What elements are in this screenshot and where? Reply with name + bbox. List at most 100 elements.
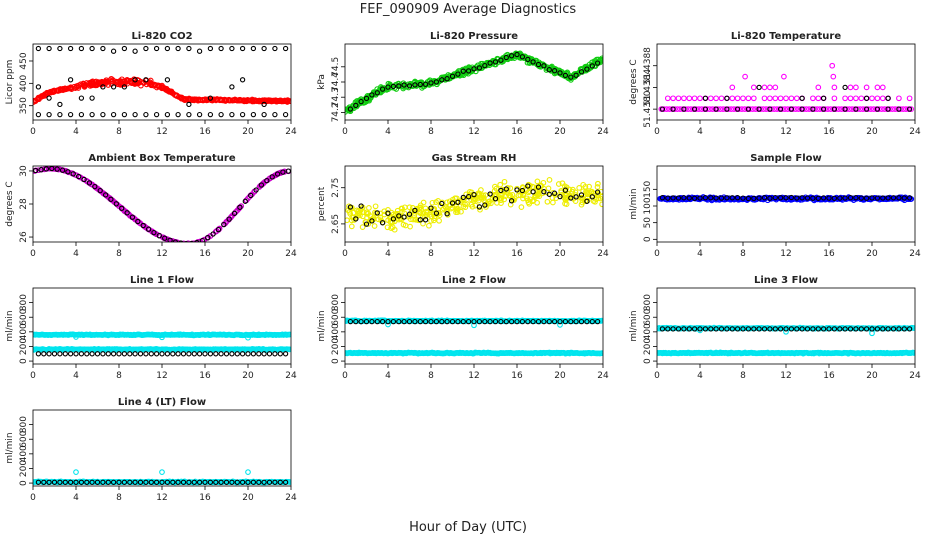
data-point [444,208,450,215]
data-point [594,189,601,195]
data-point [853,95,859,102]
data-point [62,479,68,485]
data-point [847,195,854,201]
data-point [422,81,429,87]
panel-title: Li-820 Temperature [731,31,841,42]
data-point [514,51,520,58]
data-point [880,195,886,201]
data-point [777,95,784,102]
data-point [369,92,375,98]
data-point [708,195,714,201]
data-point [729,95,736,102]
data-point [557,318,563,325]
data-point [874,95,881,102]
data-point [113,201,119,207]
data-point [485,199,492,205]
data-point [691,95,698,102]
data-point [186,45,192,52]
data-point [842,84,848,91]
data-point [270,97,277,104]
data-point [772,84,779,91]
panel-title: Gas Stream RH [432,153,517,164]
y-axis-label: kPa [317,74,327,90]
data-point [377,214,384,221]
data-point [465,194,472,200]
data-point [119,76,125,83]
x-tick-label: 0 [30,127,36,137]
x-tick-label: 24 [909,127,921,137]
data-point [412,82,418,88]
data-point [54,166,60,172]
data-point [384,224,391,231]
data-point [849,106,855,112]
data-point [822,106,829,112]
data-point [78,111,85,118]
data-point [476,191,482,198]
data-point [501,178,508,185]
data-point [159,351,165,357]
y-tick-label: 50 [643,217,653,229]
data-point [280,169,286,175]
data-point [573,318,579,325]
data-point [670,95,676,102]
data-point [121,45,128,52]
data-point [865,106,872,112]
data-point [84,479,90,485]
data-point [89,111,95,118]
data-point [239,479,246,485]
data-point [94,479,101,485]
data-point [562,187,569,193]
data-point [579,194,585,201]
points [33,331,291,357]
x-tick-label: 16 [199,127,211,137]
data-point [407,223,413,230]
data-point [143,77,149,83]
data-point [210,231,216,237]
data-point [885,106,891,112]
panel-title: Li-820 Pressure [430,31,518,42]
data-point [372,203,379,210]
data-point [417,79,424,86]
panel-line2: Line 2 Flow ml/min 0 4 8 12 16 20 24 0 20040060080… [317,275,609,381]
data-point [261,479,267,485]
figure-x-axis-label: Hour of Day (UTC) [409,520,527,535]
data-point [417,204,424,211]
data-point [514,187,520,193]
data-point [879,84,886,91]
data-point [180,479,187,485]
data-point [358,318,364,325]
data-point [269,174,275,180]
data-point [842,326,848,332]
data-point [363,95,370,102]
data-point [417,210,424,216]
y-tick-label: 400 [19,74,29,91]
data-point [724,326,730,332]
data-point [46,111,52,118]
data-point [229,84,235,90]
data-point [162,235,168,241]
data-point [698,106,705,112]
data-point [793,95,800,102]
data-point [756,106,762,112]
data-point [546,177,553,183]
data-point [128,78,134,85]
x-tick-label: 8 [116,493,122,503]
data-point [750,84,757,91]
data-point [132,48,138,54]
data-point [767,106,773,112]
data-point [874,106,881,112]
data-point [767,84,773,91]
data-point [734,106,741,112]
data-point [170,479,176,485]
data-point [256,97,263,104]
data-point [153,479,160,485]
data-point [533,57,540,64]
data-point [697,326,703,332]
data-point [449,318,456,325]
y-tick-label: 0 [643,236,653,242]
data-point [164,479,171,485]
data-point [401,214,407,220]
data-point [412,318,418,325]
data-point [810,106,816,112]
